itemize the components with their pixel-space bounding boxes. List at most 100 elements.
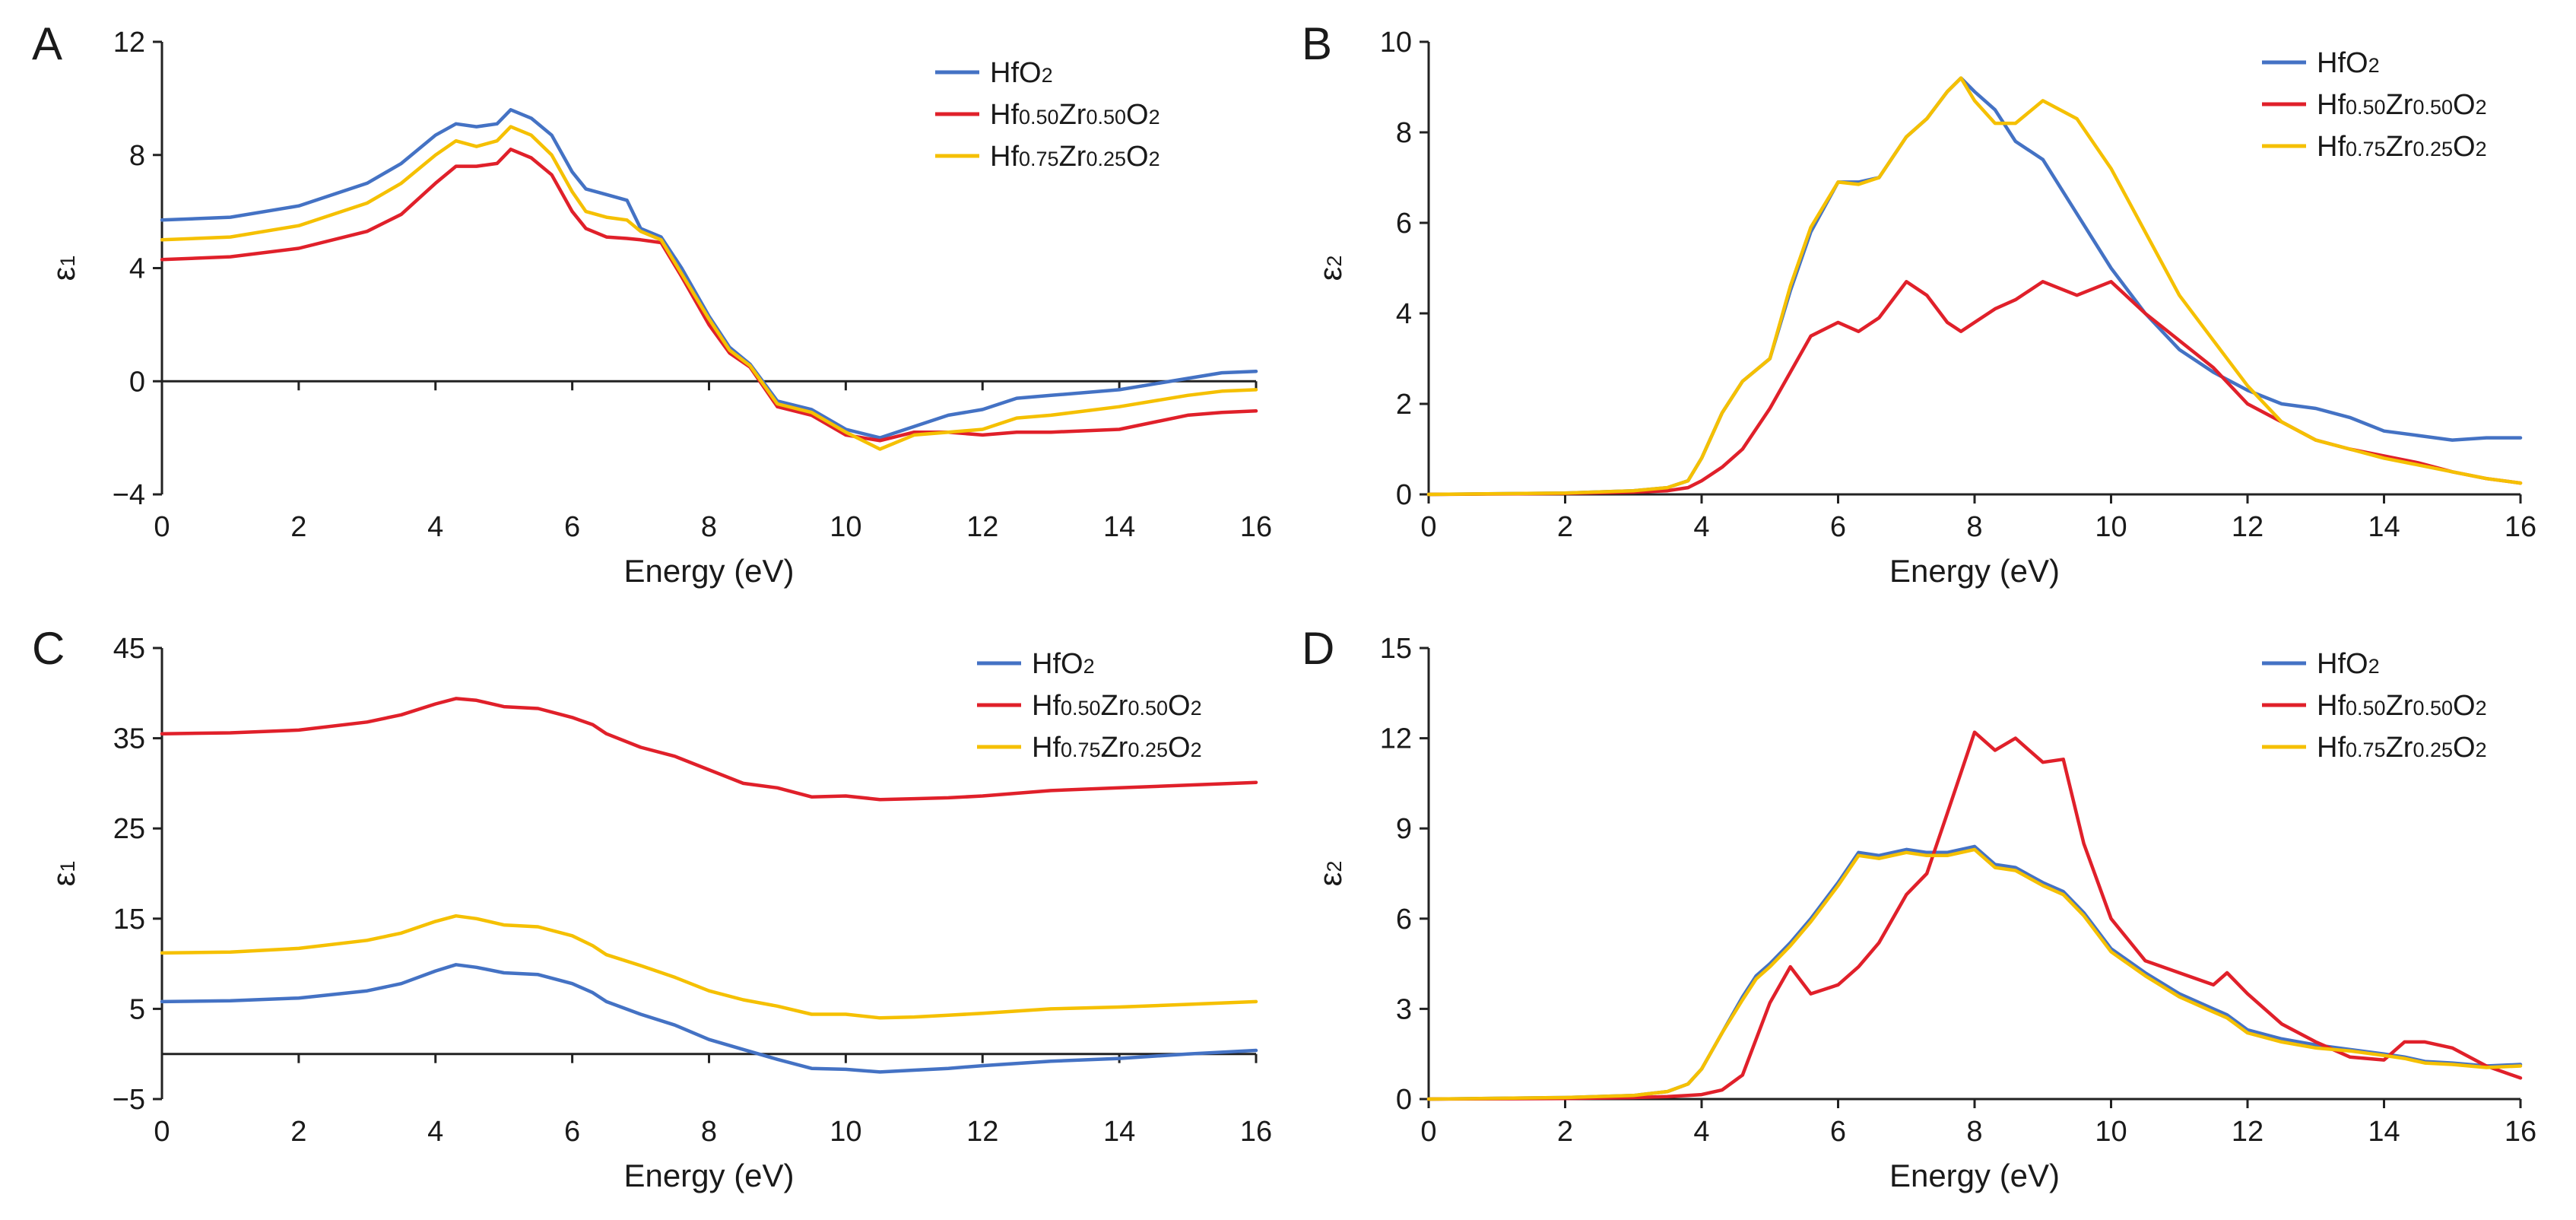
x-tick-label: 2 — [1557, 1116, 1573, 1148]
legend-label: Hf0.75Zr0.25O2 — [2317, 732, 2487, 764]
legend-label: Hf0.75Zr0.25O2 — [2317, 131, 2487, 163]
x-tick-label: 0 — [1420, 511, 1436, 543]
chart-canvas: A 0 2 4 6 8 10 12 14 16 −4 0 4 8 12 Energy (eV) ε1 HfO2 Hf… — [0, 0, 2576, 1216]
x-tick-label: 14 — [1103, 1116, 1135, 1148]
legend-label: Hf0.50Zr0.50O2 — [990, 99, 1160, 131]
x-tick-label: 6 — [564, 1116, 580, 1148]
panel-letter: B — [1302, 18, 1332, 69]
legend-label: HfO2 — [2317, 47, 2380, 79]
y-tick-label: 6 — [1396, 208, 1412, 240]
x-tick-label: 4 — [427, 511, 443, 543]
y-axis-label-group: ε2 — [1312, 256, 1348, 281]
y-tick-label: 9 — [1396, 813, 1412, 845]
x-tick-label: 12 — [966, 511, 998, 543]
y-axis-label-group: ε1 — [46, 861, 81, 887]
x-tick-label: 4 — [1693, 511, 1709, 543]
y-tick-label: 8 — [129, 140, 145, 172]
y-tick-label: −5 — [113, 1084, 145, 1116]
x-tick-label: 10 — [830, 511, 861, 543]
y-axis-label: ε2 — [1312, 256, 1348, 281]
x-tick-label: 2 — [290, 511, 306, 543]
y-axis-label: ε1 — [46, 861, 81, 887]
x-tick-label: 16 — [1240, 511, 1272, 543]
y-axis-label: ε1 — [46, 256, 81, 281]
x-tick-label: 8 — [701, 511, 717, 543]
legend: HfO2 Hf0.50Zr0.50O2 Hf0.75Zr0.25O2 — [935, 57, 1160, 173]
x-tick-label: 0 — [1420, 1116, 1436, 1148]
x-tick-label: 2 — [290, 1116, 306, 1148]
x-axis-label: Energy (eV) — [1889, 553, 2060, 589]
x-tick-label: 16 — [2505, 511, 2536, 543]
panel-letter: A — [32, 18, 62, 69]
legend-label: Hf0.50Zr0.50O2 — [1032, 690, 1202, 722]
legend-label: Hf0.50Zr0.50O2 — [2317, 89, 2487, 121]
legend: HfO2 Hf0.50Zr0.50O2 Hf0.75Zr0.25O2 — [2262, 47, 2487, 163]
x-tick-label: 6 — [564, 511, 580, 543]
x-tick-label: 10 — [2095, 511, 2127, 543]
x-axis-label: Energy (eV) — [1889, 1158, 2060, 1193]
series-line-hf050zr050o2 — [162, 149, 1256, 440]
y-tick-label: 6 — [1396, 904, 1412, 936]
y-tick-label: 2 — [1396, 389, 1412, 421]
x-tick-label: 12 — [966, 1116, 998, 1148]
y-tick-label: 0 — [1396, 479, 1412, 511]
x-tick-label: 6 — [1830, 1116, 1846, 1148]
y-tick-label: 12 — [113, 27, 145, 59]
legend: HfO2 Hf0.50Zr0.50O2 Hf0.75Zr0.25O2 — [2262, 648, 2487, 764]
y-tick-label: 25 — [113, 813, 145, 845]
y-tick-label: 0 — [129, 366, 145, 398]
x-tick-label: 14 — [2368, 1116, 2400, 1148]
y-tick-label: −4 — [113, 479, 145, 511]
y-axis-label: ε2 — [1312, 861, 1348, 887]
legend-label: Hf0.75Zr0.25O2 — [1032, 732, 1202, 764]
y-tick-label: 15 — [113, 904, 145, 936]
y-tick-label: 12 — [1380, 723, 1412, 755]
series-line-hf075zr025o2 — [162, 127, 1256, 450]
y-tick-label: 5 — [129, 993, 145, 1025]
x-tick-label: 14 — [2368, 511, 2400, 543]
x-tick-label: 8 — [1966, 511, 1982, 543]
x-tick-label: 12 — [2232, 1116, 2264, 1148]
y-axis-label-group: ε1 — [46, 256, 81, 281]
legend-label: HfO2 — [1032, 648, 1095, 680]
y-tick-label: 10 — [1380, 27, 1412, 59]
x-tick-label: 6 — [1830, 511, 1846, 543]
series-line-hf050zr050o2 — [1429, 281, 2520, 494]
x-tick-label: 16 — [2505, 1116, 2536, 1148]
x-tick-label: 10 — [2095, 1116, 2127, 1148]
y-tick-label: 3 — [1396, 993, 1412, 1025]
x-axis-label: Energy (eV) — [623, 553, 794, 589]
y-tick-label: 45 — [113, 633, 145, 665]
x-tick-label: 0 — [154, 1116, 170, 1148]
x-tick-label: 8 — [1966, 1116, 1982, 1148]
x-tick-label: 0 — [154, 511, 170, 543]
series-line-hf075zr025o2 — [1429, 850, 2520, 1099]
y-tick-label: 4 — [1396, 298, 1412, 330]
series-line-hfo2 — [1429, 847, 2520, 1099]
x-tick-label: 4 — [427, 1116, 443, 1148]
x-tick-label: 2 — [1557, 511, 1573, 543]
series-line-hf050zr050o2 — [1429, 732, 2520, 1099]
legend-label: Hf0.75Zr0.25O2 — [990, 141, 1160, 173]
panel-c: C 0 2 4 6 8 10 12 14 16 −5 5 15 25 35 45 Energy (eV) ε1 Hf… — [32, 623, 1272, 1193]
x-tick-label: 12 — [2232, 511, 2264, 543]
y-tick-label: 15 — [1380, 633, 1412, 665]
x-tick-label: 10 — [830, 1116, 861, 1148]
x-tick-label: 4 — [1693, 1116, 1709, 1148]
x-tick-label: 8 — [701, 1116, 717, 1148]
x-axis-label: Energy (eV) — [623, 1158, 794, 1193]
y-axis-label-group: ε2 — [1312, 861, 1348, 887]
y-tick-label: 4 — [129, 253, 145, 285]
x-tick-label: 16 — [1240, 1116, 1272, 1148]
y-tick-label: 8 — [1396, 117, 1412, 149]
legend-label: HfO2 — [990, 57, 1053, 89]
y-tick-label: 35 — [113, 723, 145, 755]
y-tick-label: 0 — [1396, 1084, 1412, 1116]
x-tick-label: 14 — [1103, 511, 1135, 543]
legend-label: HfO2 — [2317, 648, 2380, 680]
figure: A 0 2 4 6 8 10 12 14 16 −4 0 4 8 12 Energy (eV) ε1 HfO2 Hf… — [0, 0, 2576, 1216]
panel-letter: C — [32, 623, 65, 674]
series-line-hf075zr025o2 — [162, 916, 1256, 1018]
